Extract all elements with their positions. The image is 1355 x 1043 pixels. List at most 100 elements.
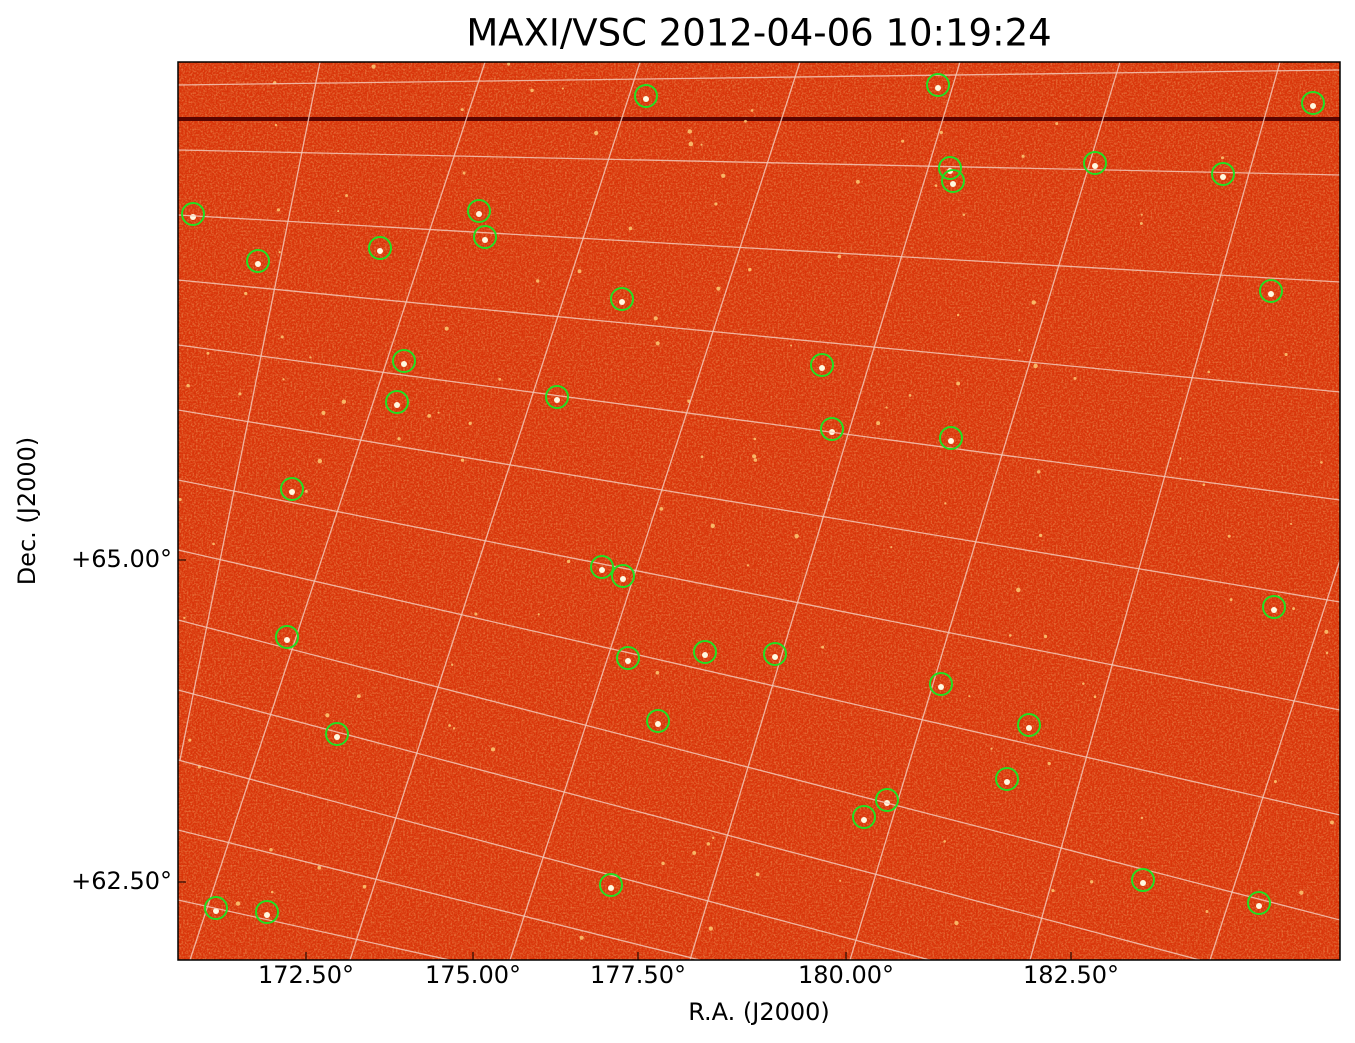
field-star (304, 489, 308, 493)
field-star (716, 286, 721, 291)
field-star (448, 724, 452, 727)
field-star (837, 254, 842, 259)
field-star (1229, 598, 1233, 602)
source-marker (255, 900, 279, 924)
field-star (1021, 154, 1025, 158)
field-star (362, 884, 367, 889)
field-star (744, 119, 747, 123)
x-tick-label: 182.50° (1023, 961, 1119, 989)
x-tick-label: 172.50° (258, 961, 354, 989)
field-star (498, 377, 502, 381)
source-marker (852, 805, 876, 829)
field-star (944, 502, 947, 505)
field-star (714, 202, 718, 206)
source (476, 211, 482, 217)
field-star (452, 727, 456, 730)
source-marker (616, 646, 640, 670)
field-star (321, 410, 326, 415)
source (554, 397, 560, 403)
field-star (700, 143, 703, 146)
field-star (577, 269, 582, 274)
field-star (700, 455, 704, 459)
source (608, 885, 614, 891)
source (289, 489, 295, 495)
source (264, 912, 270, 918)
field-star (269, 847, 273, 852)
field-star (270, 890, 274, 894)
field-star (468, 421, 472, 426)
source-marker (392, 349, 416, 373)
source-marker (610, 287, 634, 311)
field-star (462, 171, 466, 175)
field-star (1205, 909, 1209, 913)
field-star (460, 108, 464, 112)
source (772, 654, 778, 660)
field-star (235, 901, 241, 906)
field-star (1202, 483, 1206, 487)
source (377, 248, 383, 254)
field-star (753, 437, 757, 441)
field-star (1324, 629, 1329, 634)
source-marker (325, 722, 349, 746)
source (1310, 103, 1316, 109)
field-star (280, 335, 284, 339)
source-marker (280, 477, 304, 501)
field-star (561, 87, 564, 90)
field-star (1139, 222, 1143, 225)
source (213, 908, 219, 914)
x-tick-label: 175.00° (425, 961, 521, 989)
field-star (345, 194, 349, 197)
field-star (855, 179, 860, 184)
source-marker (634, 84, 658, 108)
field-star (839, 879, 842, 882)
field-star (317, 865, 322, 870)
source-marker (246, 249, 270, 273)
y-tick-label: +62.50° (71, 867, 172, 895)
field-star (212, 542, 215, 546)
source (401, 361, 407, 367)
field-star (821, 645, 825, 649)
field-star (278, 251, 281, 254)
source (938, 684, 944, 690)
source-marker (1131, 868, 1155, 892)
source-marker (1247, 891, 1271, 915)
field-star (1093, 695, 1097, 699)
field-star (748, 267, 752, 272)
field-star (1073, 376, 1077, 380)
field-star (1216, 299, 1219, 302)
source (1220, 174, 1226, 180)
field-star (1207, 370, 1210, 374)
field-star (238, 392, 242, 396)
source-marker (275, 625, 299, 649)
source-marker (1262, 595, 1286, 619)
source (482, 237, 488, 243)
field-star (708, 926, 714, 931)
field-star (594, 130, 599, 136)
field-star (1140, 213, 1143, 216)
field-star (692, 850, 697, 855)
field-star (183, 616, 186, 620)
field-star (908, 393, 912, 397)
field-star (309, 356, 312, 359)
field-star (1227, 534, 1231, 538)
source-marker (1083, 151, 1107, 175)
field-star (337, 210, 340, 213)
field-star (750, 109, 754, 112)
source-marker (181, 202, 205, 226)
field-star (659, 506, 664, 511)
source-marker (590, 555, 614, 579)
x-axis-label: R.A. (J2000) (688, 998, 830, 1026)
field-star (341, 399, 347, 404)
field-star (1038, 533, 1043, 538)
title: MAXI/VSC 2012-04-06 10:19:24 (466, 12, 1051, 55)
field-star (753, 458, 758, 462)
field-star (746, 564, 750, 567)
field-star (282, 378, 285, 381)
source-marker (1211, 162, 1235, 186)
field-star (1220, 156, 1224, 160)
field-star (661, 861, 665, 866)
field-star (1037, 470, 1041, 474)
y-tick-label: +65.00° (71, 545, 172, 573)
source-marker (1017, 713, 1041, 737)
field-star (1016, 587, 1021, 593)
